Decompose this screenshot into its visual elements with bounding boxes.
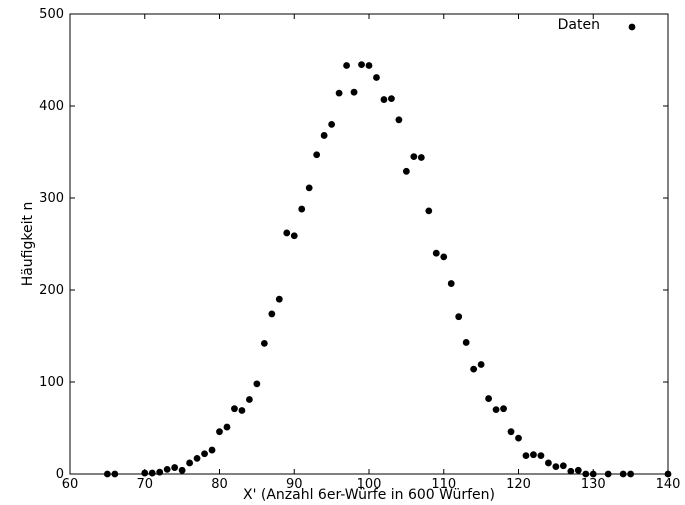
- data-point: [283, 229, 291, 237]
- x-tick-label: 100: [357, 477, 382, 492]
- data-point: [216, 428, 223, 436]
- y-tick-label: 0: [56, 467, 64, 482]
- x-tick-label: 110: [431, 477, 456, 492]
- data-point: [522, 452, 530, 459]
- data-point: [537, 452, 545, 459]
- data-point: [559, 462, 567, 470]
- data-point: [313, 151, 321, 159]
- data-point: [500, 405, 507, 413]
- data-point: [231, 405, 238, 413]
- data-point: [305, 184, 313, 192]
- x-tick-label: 90: [286, 477, 303, 492]
- data-point: [604, 470, 612, 478]
- data-point: [380, 96, 388, 103]
- legend-label: Daten: [558, 17, 600, 33]
- x-tick-label: 130: [581, 477, 606, 492]
- data-point: [253, 380, 261, 388]
- data-point: [425, 207, 433, 215]
- data-point: [447, 280, 455, 287]
- y-tick-label: 200: [39, 283, 64, 298]
- data-point: [492, 406, 500, 413]
- data-point: [193, 454, 201, 462]
- x-axis-label: X' (Anzahl 6er-Würfe in 600 Würfen): [243, 487, 495, 503]
- data-point: [141, 469, 149, 477]
- data-point: [432, 249, 440, 257]
- data-point: [275, 295, 283, 303]
- plot-frame: [69, 13, 669, 475]
- legend-marker: [628, 23, 636, 31]
- data-point: [320, 132, 328, 139]
- y-tick-label: 400: [39, 99, 64, 114]
- data-point: [373, 74, 380, 81]
- data-point: [574, 466, 582, 474]
- data-point: [208, 446, 216, 454]
- data-point: [171, 464, 179, 471]
- data-point: [238, 407, 246, 414]
- data-point: [178, 466, 186, 474]
- data-point: [260, 339, 268, 347]
- data-point: [343, 62, 350, 69]
- data-point: [530, 451, 537, 459]
- y-tick-label: 500: [39, 7, 64, 22]
- y-axis-label: Häufigkeit n: [20, 202, 36, 287]
- data-point: [148, 469, 156, 477]
- y-tick-label: 100: [39, 375, 64, 390]
- tick-labels: 60 70 80 90 100 110 120 130 140 0 100 200 300 400 500: [39, 7, 680, 492]
- data-point: [335, 89, 343, 97]
- data-point: [156, 468, 164, 476]
- y-tick-label: 300: [39, 191, 64, 206]
- data-point: [298, 205, 306, 213]
- data-point: [455, 313, 463, 321]
- data-point: [402, 167, 410, 175]
- data-point: [358, 61, 365, 68]
- legend: Daten: [558, 17, 636, 33]
- data-point: [163, 466, 171, 473]
- data-point: [462, 339, 470, 346]
- data-point: [246, 396, 253, 403]
- data-point: [477, 361, 485, 368]
- data-point: [410, 153, 418, 161]
- data-point: [627, 470, 635, 478]
- x-tick-label: 70: [136, 477, 153, 492]
- data-point: [507, 428, 515, 436]
- data-point: [545, 459, 552, 467]
- data-point: [223, 423, 231, 431]
- data-point: [186, 459, 194, 467]
- data-point: [103, 470, 111, 478]
- x-tick-label: 60: [62, 477, 79, 492]
- data-point: [328, 121, 336, 128]
- data-point: [485, 395, 492, 402]
- data-point: [395, 116, 403, 124]
- data-point: [350, 88, 358, 96]
- data-point: [388, 95, 395, 103]
- data-point: [582, 470, 590, 478]
- data-point: [470, 365, 478, 373]
- data-point: [664, 470, 672, 478]
- data-point: [111, 470, 119, 478]
- data-point: [515, 434, 522, 442]
- data-point: [440, 253, 448, 261]
- data-point: [201, 450, 208, 458]
- x-tick-label: 140: [656, 477, 681, 492]
- data-point: [417, 154, 425, 161]
- data-point: [589, 470, 597, 478]
- data-point: [268, 310, 276, 318]
- data-point: [552, 463, 560, 471]
- data-point: [365, 62, 373, 69]
- x-tick-label: 80: [211, 477, 228, 492]
- data-point: [567, 467, 575, 475]
- axis-ticks: [69, 13, 669, 475]
- data-points: [103, 61, 672, 478]
- x-tick-label: 120: [506, 477, 531, 492]
- data-point: [619, 470, 627, 478]
- data-point: [290, 232, 298, 240]
